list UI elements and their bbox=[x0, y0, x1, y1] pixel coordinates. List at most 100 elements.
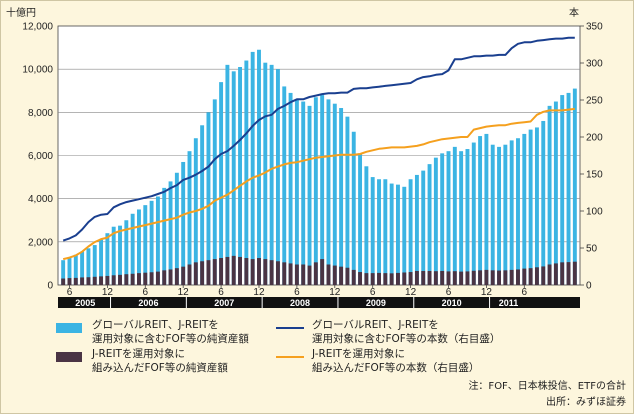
bar-global-net-assets bbox=[339, 108, 344, 286]
legend-label: J-REITを運用対象に 組み込んだFOF等の純資産額 bbox=[92, 348, 228, 374]
bar-jreit-net-assets bbox=[130, 273, 135, 285]
bar-jreit-net-assets bbox=[137, 273, 141, 285]
legend-swatch-line bbox=[276, 356, 304, 358]
legend-label: グローバルREIT、J-REITを 運用対象に含むFOF等の本数（右目盛） bbox=[312, 319, 501, 345]
bar-jreit-net-assets bbox=[320, 259, 325, 285]
bar-global-net-assets bbox=[200, 125, 205, 286]
bar-global-net-assets bbox=[547, 105, 552, 285]
bar-global-net-assets bbox=[174, 172, 179, 285]
right-tick-label: 300 bbox=[586, 59, 603, 70]
year-label: 2009 bbox=[366, 298, 386, 308]
bar-jreit-net-assets bbox=[459, 271, 464, 285]
bar-global-net-assets bbox=[396, 184, 400, 285]
bar-jreit-net-assets bbox=[503, 270, 508, 285]
bar-global-net-assets bbox=[522, 133, 527, 285]
right-tick-label: 250 bbox=[586, 96, 603, 107]
left-tick-label: 2,000 bbox=[28, 237, 53, 248]
month-tick-label: 12 bbox=[405, 287, 417, 298]
bar-global-net-assets bbox=[67, 258, 72, 285]
bar-global-net-assets bbox=[534, 127, 539, 285]
bar-jreit-net-assets bbox=[339, 266, 344, 285]
bar-global-net-assets bbox=[509, 140, 514, 285]
bar-global-net-assets bbox=[105, 233, 110, 285]
bar-jreit-net-assets bbox=[478, 270, 483, 285]
left-axis-ticks: 0 2,000 4,000 6,000 8,000 10,000 12,000 bbox=[22, 22, 53, 292]
bar-global-net-assets bbox=[73, 254, 78, 285]
bar-global-net-assets bbox=[465, 149, 470, 285]
bar-jreit-net-assets bbox=[358, 272, 363, 285]
year-label: 2011 bbox=[499, 298, 519, 308]
right-axis-unit: 本 bbox=[569, 6, 579, 19]
bar-global-net-assets bbox=[446, 151, 451, 285]
month-tick-label: 6 bbox=[446, 287, 452, 298]
bar-global-net-assets bbox=[92, 245, 97, 285]
bar-global-net-assets bbox=[206, 112, 211, 285]
bar-jreit-net-assets bbox=[452, 271, 457, 285]
bar-global-net-assets bbox=[503, 144, 508, 285]
bar-jreit-net-assets bbox=[174, 268, 179, 285]
bar-global-net-assets bbox=[86, 248, 91, 285]
bar-global-net-assets bbox=[162, 187, 167, 285]
bar-global-net-assets bbox=[541, 120, 546, 285]
bar-global-net-assets bbox=[484, 133, 489, 285]
bar-global-net-assets bbox=[320, 95, 325, 285]
bar-global-net-assets bbox=[250, 51, 255, 286]
bar-jreit-net-assets bbox=[414, 270, 419, 285]
bar-global-net-assets bbox=[263, 62, 268, 285]
right-tick-label: 0 bbox=[586, 281, 592, 292]
bar-jreit-net-assets bbox=[402, 272, 407, 285]
bar-jreit-net-assets bbox=[149, 272, 154, 285]
bar-global-net-assets bbox=[497, 146, 501, 285]
bar-jreit-net-assets bbox=[206, 260, 211, 285]
bar-global-net-assets bbox=[99, 239, 104, 285]
legend-swatch-bar bbox=[56, 352, 82, 362]
bar-global-net-assets bbox=[440, 153, 445, 285]
bar-jreit-net-assets bbox=[547, 264, 552, 285]
bar-jreit-net-assets bbox=[313, 262, 318, 285]
month-tick-label: 12 bbox=[253, 287, 265, 298]
bar-jreit-net-assets bbox=[301, 264, 306, 285]
bar-global-net-assets bbox=[516, 138, 520, 285]
bar-global-net-assets bbox=[118, 225, 122, 285]
bar-global-net-assets bbox=[80, 251, 85, 285]
year-band-background bbox=[58, 297, 580, 308]
bar-jreit-net-assets bbox=[275, 261, 280, 285]
bar-jreit-net-assets bbox=[61, 278, 66, 285]
bar-jreit-net-assets bbox=[516, 269, 520, 285]
year-label: 2010 bbox=[442, 298, 462, 308]
bar-global-net-assets bbox=[478, 136, 483, 285]
bar-global-net-assets bbox=[370, 177, 375, 285]
bar-global-net-assets bbox=[282, 86, 287, 285]
note-text: 注：FOF、日本株投信、ETFの合計 bbox=[468, 381, 626, 392]
legend-label: グローバルREIT、J-REITを 運用対象に含むFOF等の純資産額 bbox=[92, 319, 249, 345]
right-tick-label: 50 bbox=[586, 244, 598, 255]
year-label: 2005 bbox=[75, 298, 95, 308]
right-tick-label: 100 bbox=[586, 207, 603, 218]
bar-jreit-net-assets bbox=[168, 269, 173, 285]
bar-jreit-net-assets bbox=[522, 268, 527, 285]
bar-global-net-assets bbox=[313, 97, 318, 285]
bar-jreit-net-assets bbox=[231, 255, 236, 285]
bar-jreit-net-assets bbox=[370, 273, 375, 285]
bar-jreit-net-assets bbox=[528, 268, 533, 285]
bar-jreit-net-assets bbox=[250, 259, 255, 285]
bars-jreit-net-assets bbox=[61, 255, 577, 285]
bar-jreit-net-assets bbox=[326, 264, 331, 285]
bar-global-net-assets bbox=[137, 209, 141, 285]
month-tick-label: 6 bbox=[218, 287, 224, 298]
bar-jreit-net-assets bbox=[497, 270, 501, 285]
left-tick-label: 12,000 bbox=[22, 22, 53, 33]
bar-jreit-net-assets bbox=[377, 272, 381, 285]
line-global-fund-count bbox=[62, 36, 575, 242]
bar-global-net-assets bbox=[168, 181, 173, 285]
bar-global-net-assets bbox=[307, 105, 312, 285]
bar-global-net-assets bbox=[490, 144, 495, 285]
right-axis-ticks: 0 50 100 150 200 250 300 350 bbox=[580, 22, 603, 292]
month-tick-label: 12 bbox=[102, 287, 114, 298]
bar-global-net-assets bbox=[528, 129, 533, 285]
bar-jreit-net-assets bbox=[484, 269, 489, 285]
bar-global-net-assets bbox=[155, 196, 160, 285]
bar-jreit-net-assets bbox=[193, 262, 198, 285]
bar-global-net-assets bbox=[377, 179, 381, 285]
bar-global-net-assets bbox=[231, 71, 236, 285]
